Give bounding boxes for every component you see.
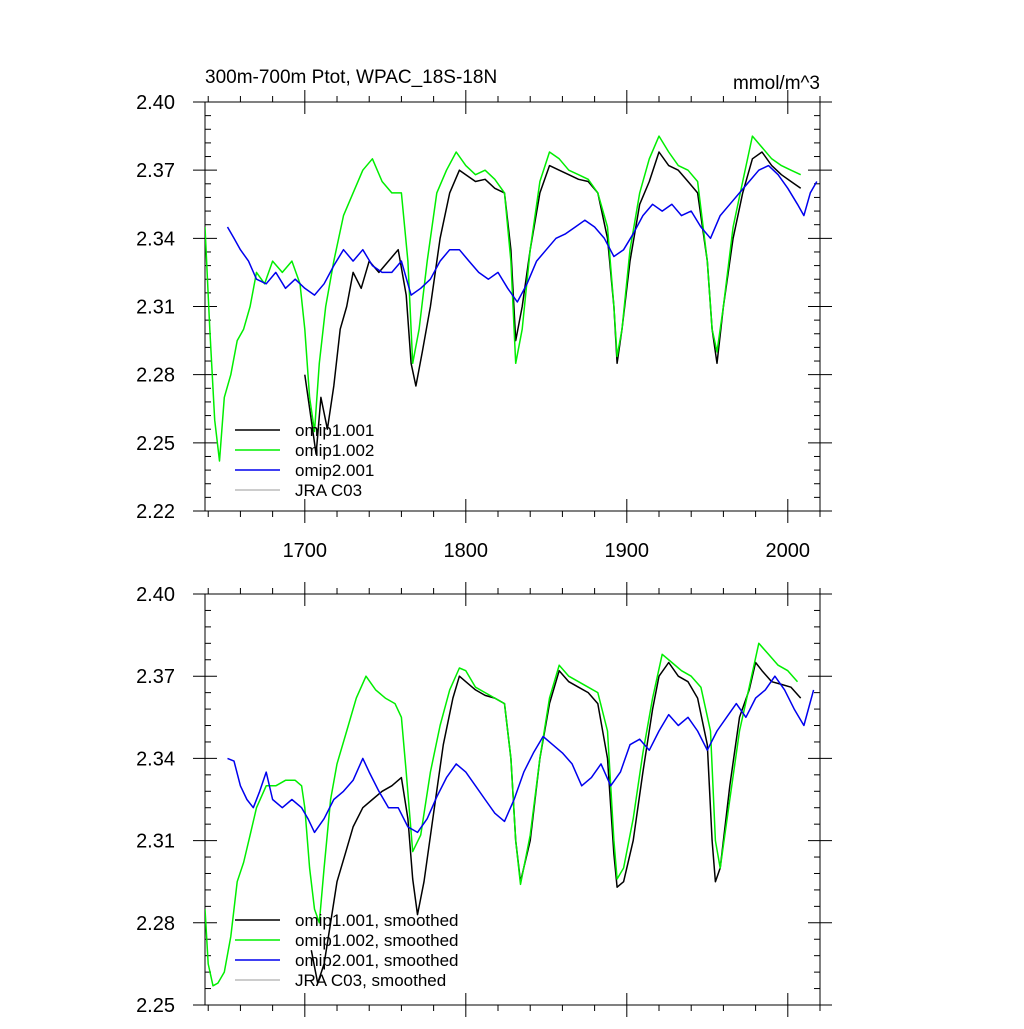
x-tick-label: 1900 (605, 540, 650, 562)
series-line-omip2-001 (227, 675, 815, 834)
y-tick-label: 2.28 (136, 365, 175, 387)
legend-label: omip1.001 (295, 421, 374, 440)
y-tick-label: 2.28 (136, 913, 175, 935)
series-line-omip1-002 (205, 642, 799, 987)
series-line-omip1-001 (304, 151, 802, 455)
series-line-omip1-001 (310, 661, 802, 984)
x-tick-label: 1700 (283, 540, 328, 562)
y-tick-label: 2.31 (136, 297, 175, 319)
y-tick-label: 2.40 (136, 92, 175, 114)
chart-title: 300m-700m Ptot, WPAC_18S-18N (205, 67, 497, 88)
x-tick-label: 1800 (444, 540, 489, 562)
top-panel: 2.22 2.25 2.28 2.31 2.34 2.37 2.40 1700 1800 1900… (136, 67, 832, 562)
y-tick-label: 2.22 (136, 501, 175, 523)
units-label: mmol/m^3 (733, 73, 820, 94)
y-tick-label: 2.37 (136, 160, 175, 182)
y-tick-label: 2.40 (136, 584, 175, 606)
y-tick-label: 2.25 (136, 995, 175, 1017)
series-line-omip1-002 (205, 135, 802, 462)
legend-label: omip2.001, smoothed (295, 951, 459, 970)
bottom-panel: 2.25 2.28 2.31 2.34 2.37 2.40 omip1.001, smoot… (136, 582, 832, 1017)
y-tick-label: 2.37 (136, 666, 175, 688)
y-tick-label: 2.34 (136, 748, 175, 770)
legend-label: JRA C03, smoothed (295, 971, 446, 990)
y-tick-label: 2.25 (136, 433, 175, 455)
legend-label: omip1.001, smoothed (295, 911, 459, 930)
legend-label: omip1.002 (295, 441, 374, 460)
legend-label: omip1.002, smoothed (295, 931, 459, 950)
plot-frame (204, 593, 821, 1006)
x-tick-label: 2000 (766, 540, 811, 562)
legend-label: omip2.001 (295, 461, 374, 480)
legend-label: JRA C03 (295, 481, 362, 500)
series-line-omip2-001 (226, 164, 818, 303)
y-tick-label: 2.34 (136, 228, 175, 250)
y-tick-label: 2.31 (136, 831, 175, 853)
